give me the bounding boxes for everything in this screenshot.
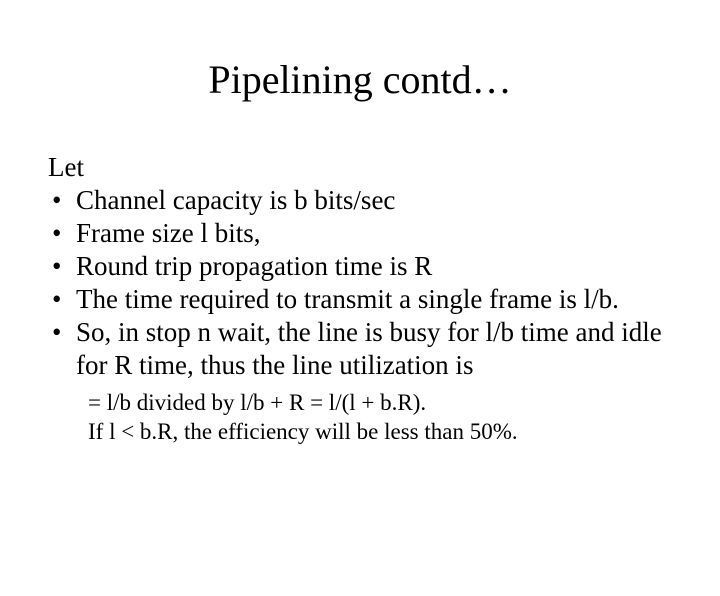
list-item: • The time required to transmit a single… [48,283,672,316]
sub-line: If l < b.R, the efficiency will be less … [88,417,672,447]
slide-container: Pipelining contd… Let • Channel capacity… [0,56,720,596]
sub-line: = l/b divided by l/b + R = l/(l + b.R). [88,388,672,418]
slide-title: Pipelining contd… [0,56,720,103]
bullet-text: Frame size l bits, [76,217,672,250]
list-item: • So, in stop n wait, the line is busy f… [48,316,672,382]
bullet-text: The time required to transmit a single f… [76,283,672,316]
list-item: • Round trip propagation time is R [48,250,672,283]
slide-content: Let • Channel capacity is b bits/sec • F… [0,151,720,447]
bullet-icon: • [48,217,76,250]
bullet-list: • Channel capacity is b bits/sec • Frame… [48,184,672,382]
bullet-text: Round trip propagation time is R [76,250,672,283]
bullet-icon: • [48,316,76,349]
bullet-icon: • [48,184,76,217]
bullet-icon: • [48,283,76,316]
list-item: • Channel capacity is b bits/sec [48,184,672,217]
list-item: • Frame size l bits, [48,217,672,250]
let-label: Let [48,151,672,184]
bullet-text: Channel capacity is b bits/sec [76,184,672,217]
bullet-icon: • [48,250,76,283]
sub-block: = l/b divided by l/b + R = l/(l + b.R). … [48,388,672,448]
bullet-text: So, in stop n wait, the line is busy for… [76,316,672,382]
